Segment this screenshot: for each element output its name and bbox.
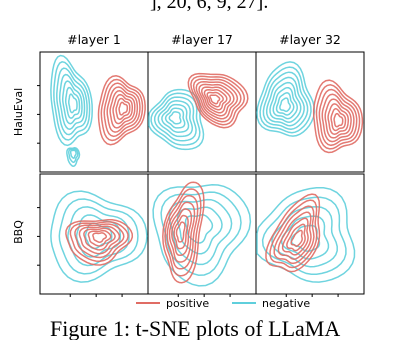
density-contour: [286, 223, 306, 252]
density-contour: [87, 229, 112, 247]
density-contour: [168, 111, 182, 125]
density-contour: [92, 232, 108, 243]
density-contour: [68, 93, 78, 114]
density-contour: [279, 97, 291, 113]
density-contour: [273, 205, 315, 265]
density-contour: [173, 214, 189, 250]
density-contour: [118, 101, 129, 116]
density-contour: [66, 147, 81, 167]
density-contour: [69, 149, 77, 159]
density-contour: [269, 81, 302, 123]
density-contour: [157, 100, 194, 138]
panels: [37, 51, 365, 297]
caption: Figure 1: t-SNE plots of LLaMA: [50, 316, 340, 340]
density-contour: [200, 86, 232, 114]
density-contour: [64, 86, 81, 119]
density-contour: [69, 221, 129, 262]
density-contour: [327, 103, 350, 135]
density-contour: [58, 73, 86, 130]
density-contour: [74, 223, 125, 259]
panel-frame: [147, 173, 257, 295]
density-contour: [190, 75, 246, 126]
density-contour: [160, 191, 242, 276]
density-contour: [281, 217, 309, 256]
density-contour: [171, 208, 193, 257]
density-contour: [272, 86, 298, 120]
density-contour: [109, 90, 136, 129]
density-contour: [184, 214, 214, 244]
row-label: HaluEval: [12, 88, 25, 136]
density-contour: [53, 61, 91, 141]
legend-label: positive: [166, 297, 209, 310]
density-contour: [315, 84, 361, 150]
density-contour: [97, 75, 146, 146]
density-contour: [195, 80, 239, 120]
density-contour: [103, 82, 141, 138]
density-contour: [164, 188, 202, 277]
density-contour: [148, 88, 205, 151]
density-contour: [56, 67, 88, 136]
density-contour: [321, 93, 355, 143]
density-contour: [83, 227, 116, 251]
density-contour: [166, 194, 199, 270]
density-contour: [277, 211, 312, 260]
density-contour: [275, 92, 295, 116]
column-title: #layer 1: [67, 32, 121, 47]
density-contour: [50, 190, 148, 283]
top-text: ], 20, 6, 9, 27].: [150, 0, 268, 13]
panel-frame: [255, 51, 365, 173]
density-contour: [262, 71, 309, 130]
column-title: #layer 17: [171, 32, 233, 47]
density-contour: [259, 66, 312, 134]
density-contour: [318, 88, 358, 147]
panel-frame: [255, 173, 365, 295]
density-contour: [271, 205, 338, 268]
density-contour: [198, 83, 235, 117]
density-contour: [203, 89, 228, 111]
density-contour: [153, 96, 197, 142]
density-contour: [168, 201, 196, 263]
density-contour: [58, 198, 139, 275]
density-contour: [265, 193, 321, 273]
density-contour: [209, 94, 221, 105]
column-title: #layer 32: [279, 32, 341, 47]
density-contour: [187, 72, 249, 129]
density-contour: [115, 97, 131, 121]
density-contour: [175, 221, 186, 243]
density-contour: [50, 54, 93, 147]
density-contour: [261, 196, 347, 276]
density-contour: [162, 181, 205, 284]
density-contour: [61, 80, 83, 125]
density-contour: [324, 98, 352, 139]
density-contour: [65, 219, 134, 266]
density-contour: [206, 91, 224, 108]
legend-label: negative: [262, 297, 310, 310]
density-contour: [333, 112, 344, 128]
density-contour: [256, 187, 356, 283]
density-contour: [78, 225, 121, 255]
density-contour: [330, 107, 347, 132]
density-contour: [106, 86, 139, 133]
density-contour: [192, 78, 242, 123]
density-contour: [67, 206, 130, 267]
density-contour: [164, 107, 186, 129]
density-contour: [152, 184, 252, 287]
legend: positive negative: [136, 297, 310, 310]
density-contour: [150, 92, 201, 146]
density-contour: [256, 61, 316, 137]
density-contour: [265, 76, 305, 127]
row-label: BBQ: [12, 220, 25, 244]
density-contour: [312, 79, 364, 154]
density-contour: [161, 103, 190, 133]
density-contour: [68, 148, 79, 163]
density-contour: [100, 78, 144, 142]
density-contour: [112, 93, 134, 125]
density-contour: [290, 229, 303, 248]
density-contour: [269, 199, 318, 269]
